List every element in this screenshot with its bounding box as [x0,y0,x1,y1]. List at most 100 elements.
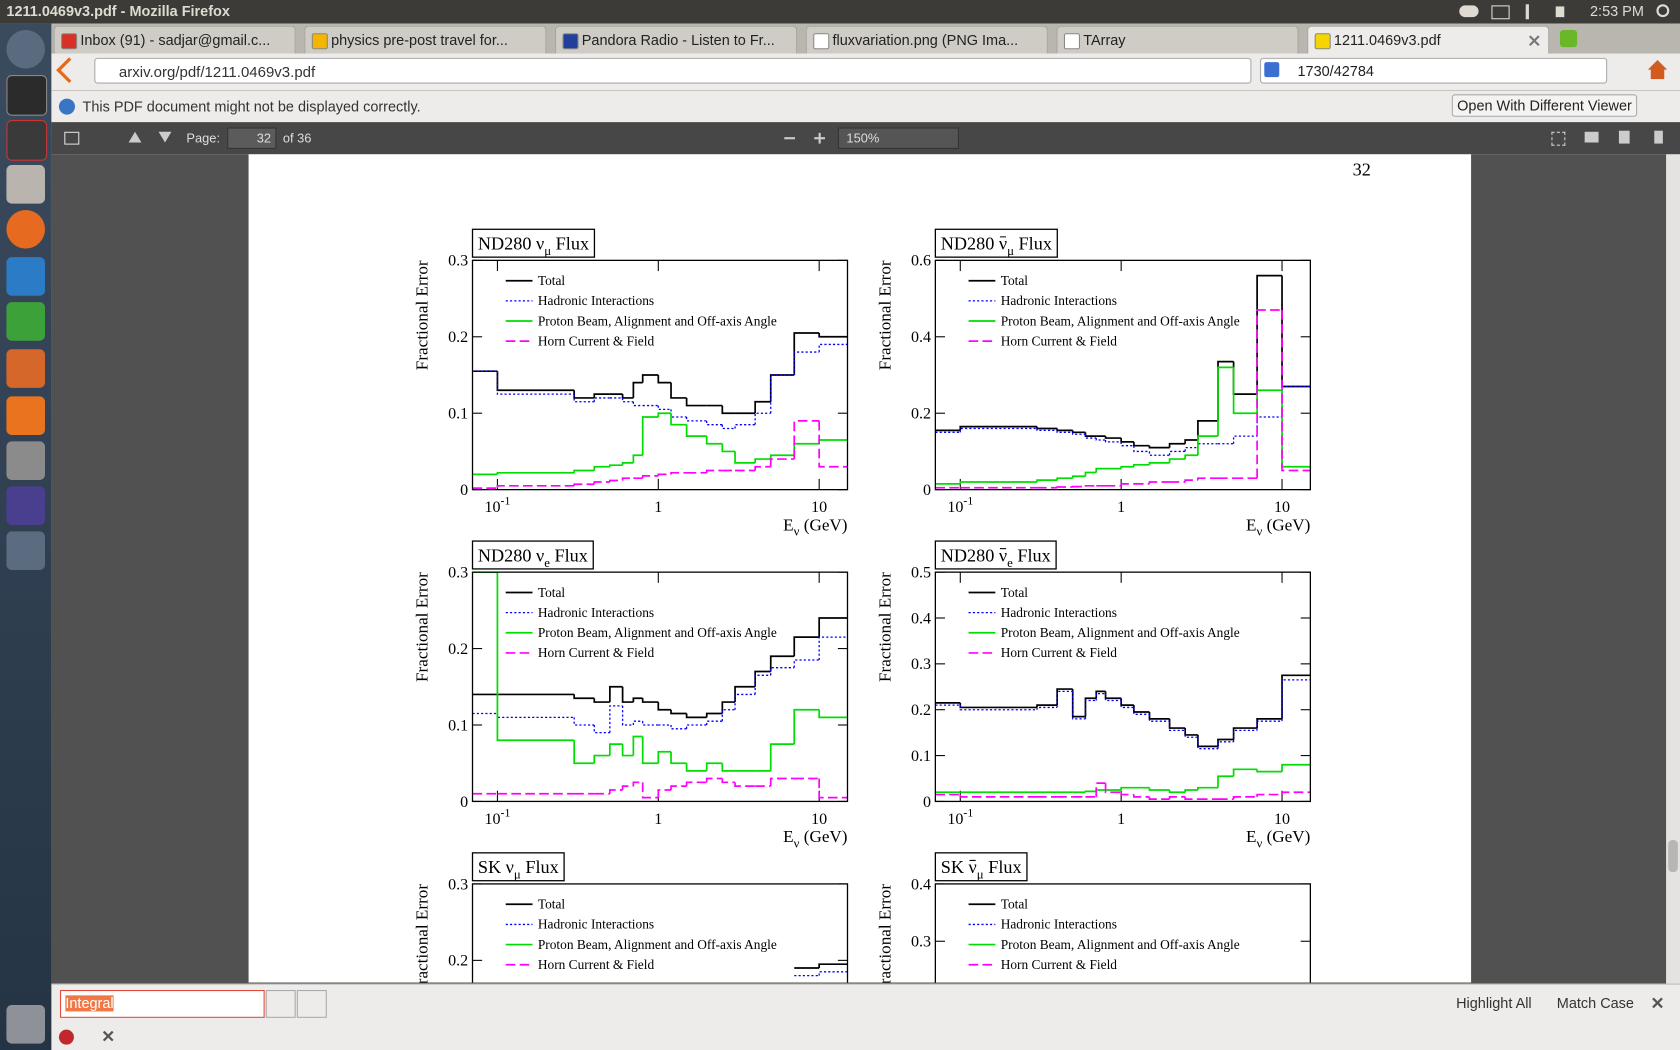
legend-label: Horn Current & Field [1001,957,1118,972]
search-text[interactable]: 1730/42784 [1297,63,1374,80]
histogram-step [1148,714,1170,722]
clock[interactable]: 2:53 PM [1590,3,1644,20]
download-button[interactable] [1618,130,1630,144]
histogram-step [1256,720,1283,731]
tab[interactable]: Inbox (91) - sadjar@gmail.c... [53,25,296,54]
calc-icon[interactable] [6,302,46,341]
histogram-step [1256,389,1283,414]
page-input[interactable]: 32 [227,127,277,149]
histogram-step [609,685,623,703]
cloud-indicator[interactable] [1459,5,1479,18]
histogram-step [670,751,687,765]
histogram-step [1281,674,1311,719]
tab[interactable]: physics pre-post travel for... [304,25,547,54]
back-button[interactable] [56,57,82,84]
scroll-thumb[interactable] [1668,840,1678,873]
dash-icon[interactable] [6,30,46,69]
tab-title: fluxvariation.png (PNG Ima... [832,32,1019,49]
histogram-step [573,717,595,726]
previous-page[interactable] [128,131,142,143]
plot-frame [471,259,849,491]
histogram-step [818,617,848,638]
histogram-step [959,427,1038,433]
histogram-step [721,424,736,430]
histogram-step [609,789,623,794]
open-viewer-button[interactable]: Open With Different Viewer [1451,94,1638,117]
find-next[interactable] [296,990,327,1018]
match-case[interactable]: Match Case [1556,995,1634,1012]
histogram-step [754,412,771,425]
histogram-step [769,777,795,787]
mail-indicator[interactable] [1491,5,1510,20]
settings-icon[interactable] [6,441,46,481]
zoom-out[interactable] [784,137,796,140]
tab[interactable]: TArray [1056,25,1299,54]
url-text[interactable]: arxiv.org/pdf/1211.0469v3.pdf [118,63,316,81]
histogram-step [1084,790,1097,793]
histogram-step [818,332,848,338]
histogram-step [1120,698,1134,706]
histogram-step [1184,439,1198,444]
home-button[interactable] [1647,60,1668,80]
new-tab-button[interactable] [1560,30,1578,48]
histogram-step [1036,704,1058,708]
histogram-step [1056,428,1073,432]
impress-icon[interactable] [6,349,46,388]
search-engine-icon[interactable] [1264,62,1280,78]
addon-bar [51,1023,1680,1050]
power-indicator[interactable] [1656,4,1670,18]
find-close[interactable] [1652,997,1663,1009]
tab[interactable]: fluxvariation.png (PNG Ima... [805,25,1048,54]
histogram-step [685,417,707,422]
legend-label: Horn Current & Field [538,333,655,348]
find-previous[interactable] [265,990,296,1018]
zoom-select[interactable]: 150% [837,127,959,149]
histogram-step [734,782,756,787]
tab[interactable]: 1211.0469v3.pdf [1307,25,1550,54]
workspaces-icon[interactable] [6,531,46,571]
title-text: ND280 [941,234,999,254]
histogram-step [573,390,595,399]
find-query[interactable]: Integral [65,995,114,1012]
trash-icon[interactable] [6,1005,46,1044]
tab[interactable]: Pandora Radio - Listen to Fr... [555,25,798,54]
writer-icon[interactable] [6,257,46,296]
terminal-icon[interactable] [6,75,48,116]
network-indicator[interactable] [1525,4,1529,20]
histogram-step [793,442,820,456]
title-box [934,852,1028,882]
fullscreen-button[interactable] [1551,131,1566,146]
print-button[interactable] [1584,131,1599,143]
histogram-step [632,401,643,407]
y-tick-label: 0.3 [911,934,931,951]
scrollbar[interactable] [1666,154,1680,984]
xterm-icon[interactable] [6,120,48,161]
sidebar-toggle[interactable] [64,131,80,145]
histogram-step [1281,763,1311,772]
tab-close[interactable] [1529,35,1540,46]
histogram-step [1056,430,1073,433]
histogram-step [685,397,707,407]
histogram-step [754,458,771,463]
url-bar[interactable]: arxiv.org/pdf/1211.0469v3.pdf [94,57,1252,84]
software-center-icon[interactable] [6,396,46,436]
app-icon[interactable] [6,486,46,526]
next-page[interactable] [158,131,172,143]
adblock-icon[interactable] [58,1029,74,1045]
firefox-icon[interactable] [6,210,46,249]
histogram-step [593,481,610,485]
title-box [934,228,1058,258]
addon-bar-close[interactable] [102,1030,114,1042]
histogram-step [621,477,634,481]
sound-indicator[interactable] [1555,6,1565,18]
tab-title: TArray [1083,32,1126,49]
files-icon[interactable] [6,165,46,204]
x-tick-label: 1 [654,499,662,516]
search-bar[interactable]: 1730/42784 [1260,57,1608,84]
highlight-all[interactable]: Highlight All [1456,995,1532,1012]
find-input[interactable]: Integral [60,990,265,1018]
pdf-toolbar: Page: 32 of 36 150% [51,122,1680,155]
bookmark-button[interactable] [1654,130,1663,144]
